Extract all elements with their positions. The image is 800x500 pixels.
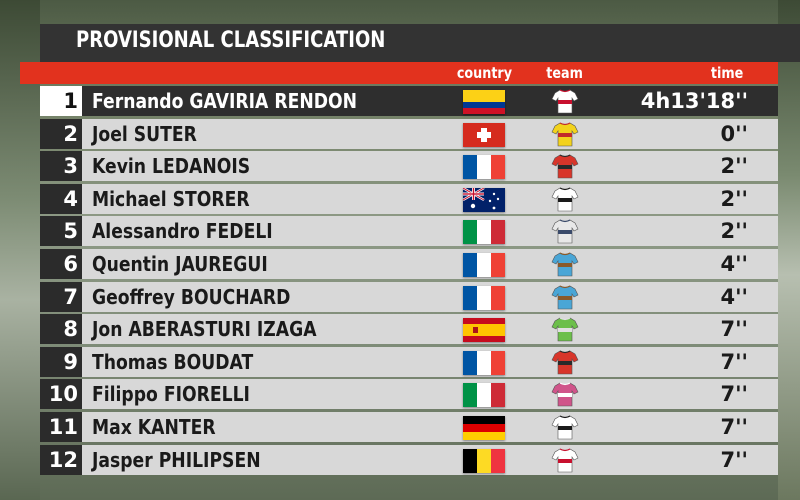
- rider-time: 2'': [720, 154, 748, 179]
- rider-name: Quentin JAUREGUI: [92, 251, 268, 276]
- france-flag: [463, 350, 505, 375]
- rider-time: 2'': [720, 219, 748, 244]
- page-title: PROVISIONAL CLASSIFICATION: [76, 28, 386, 53]
- rider-position: 5: [40, 216, 82, 247]
- rider-name: Jon ABERASTURI IZAGA: [92, 317, 317, 342]
- team-jersey-icon: [551, 380, 579, 408]
- classification-list: 1 Fernando GAVIRIA RENDON 4h13'18'' 2 Jo…: [40, 86, 778, 477]
- rider-position: 9: [40, 346, 82, 377]
- team-jersey-icon: [551, 152, 579, 180]
- team-jersey-icon: [551, 413, 579, 441]
- italy-flag: [463, 383, 505, 408]
- rider-position: 4: [40, 183, 82, 214]
- rider-position: 7: [40, 281, 82, 312]
- rider-name: Joel SUTER: [92, 121, 197, 146]
- classification-row: 1 Fernando GAVIRIA RENDON 4h13'18'': [40, 86, 778, 116]
- team-jersey-icon: [551, 120, 579, 148]
- rider-position: 6: [40, 248, 82, 279]
- rider-time: 7'': [720, 349, 748, 374]
- classification-row: 7 Geoffrey BOUCHARD 4'': [40, 281, 778, 312]
- rider-name: Fernando GAVIRIA RENDON: [92, 89, 358, 113]
- team-jersey-icon: [551, 348, 579, 376]
- france-flag: [463, 155, 505, 180]
- column-header-bar: country team time: [20, 62, 778, 84]
- team-jersey-icon: [551, 250, 579, 278]
- rider-time: 4h13'18'': [640, 89, 748, 113]
- classification-row: 10 Filippo FIORELLI 7'': [40, 379, 778, 410]
- rider-position: 8: [40, 314, 82, 345]
- spain-flag: [463, 318, 505, 343]
- italy-flag: [463, 220, 505, 245]
- classification-row: 11 Max KANTER 7'': [40, 411, 778, 442]
- rider-time: 7'': [720, 447, 748, 472]
- rider-time: 4'': [720, 284, 748, 309]
- rider-position: 10: [40, 379, 82, 410]
- rider-name: Michael STORER: [92, 186, 250, 211]
- rider-position: 1: [40, 86, 82, 116]
- rider-time: 2'': [720, 186, 748, 211]
- classification-row: 2 Joel SUTER 0'': [40, 118, 778, 149]
- rider-name: Thomas BOUDAT: [92, 349, 254, 374]
- rider-name: Alessandro FEDELI: [92, 219, 273, 244]
- classification-row: 6 Quentin JAUREGUI 4'': [40, 248, 778, 279]
- france-flag: [463, 252, 505, 277]
- rider-name: Kevin LEDANOIS: [92, 154, 251, 179]
- column-header-time: time: [710, 64, 744, 82]
- rider-time: 0'': [720, 121, 748, 146]
- switzerland-flag: [463, 122, 505, 147]
- team-jersey-icon: [551, 217, 579, 245]
- france-flag: [463, 285, 505, 310]
- rider-name: Jasper PHILIPSEN: [92, 447, 261, 472]
- rider-time: 7'': [720, 317, 748, 342]
- classification-row: 9 Thomas BOUDAT 7'': [40, 346, 778, 377]
- colombia-flag: [463, 90, 505, 114]
- title-bar: PROVISIONAL CLASSIFICATION: [40, 24, 800, 62]
- team-jersey-icon: [551, 315, 579, 343]
- rider-position: 11: [40, 411, 82, 442]
- rider-position: 2: [40, 118, 82, 149]
- rider-position: 12: [40, 444, 82, 475]
- column-header-team: team: [546, 64, 583, 82]
- classification-row: 12 Jasper PHILIPSEN 7'': [40, 444, 778, 475]
- rider-name: Max KANTER: [92, 414, 216, 439]
- classification-row: 4 Michael STORER 2'': [40, 183, 778, 214]
- background-scenery-right: [778, 0, 800, 500]
- team-jersey-icon: [551, 283, 579, 311]
- germany-flag: [463, 415, 505, 440]
- classification-row: 3 Kevin LEDANOIS 2'': [40, 151, 778, 182]
- rider-position: 3: [40, 151, 82, 182]
- rider-time: 7'': [720, 414, 748, 439]
- rider-name: Geoffrey BOUCHARD: [92, 284, 291, 309]
- australia-flag: [463, 187, 505, 212]
- classification-row: 5 Alessandro FEDELI 2'': [40, 216, 778, 247]
- team-jersey-icon: [551, 185, 579, 213]
- team-jersey-icon: [551, 87, 579, 115]
- column-header-country: country: [456, 64, 513, 82]
- belgium-flag: [463, 448, 505, 473]
- rider-time: 7'': [720, 382, 748, 407]
- rider-name: Filippo FIORELLI: [92, 382, 250, 407]
- team-jersey-icon: [551, 446, 579, 474]
- classification-row: 8 Jon ABERASTURI IZAGA 7'': [40, 314, 778, 345]
- rider-time: 4'': [720, 251, 748, 276]
